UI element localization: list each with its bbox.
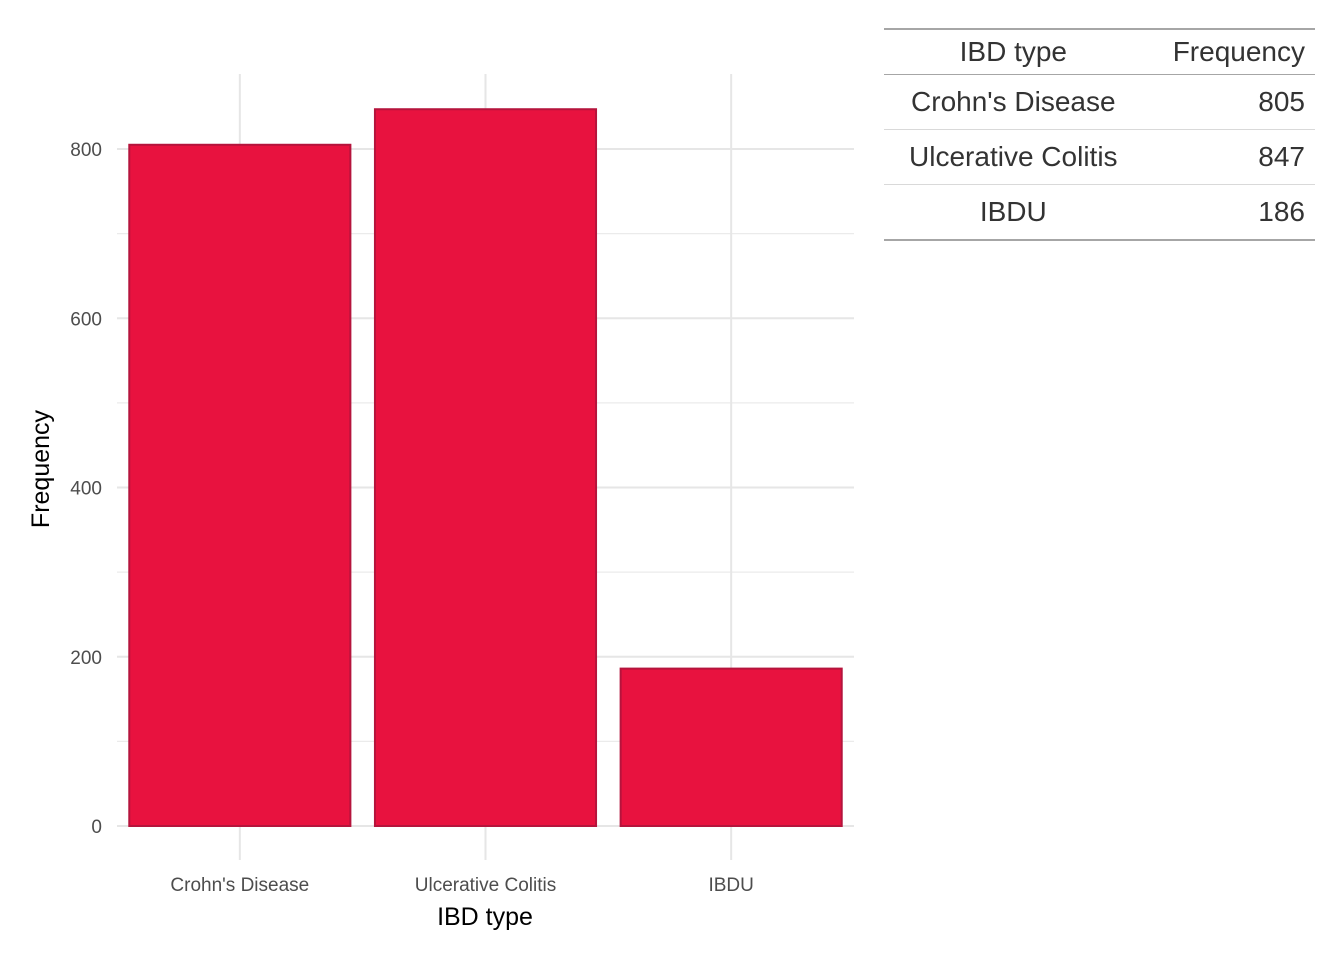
table-cell-type: IBDU: [979, 196, 1047, 227]
table-cell-type: Ulcerative Colitis: [909, 141, 1118, 172]
table-header-row: IBD type Frequency: [884, 29, 1315, 75]
y-tick-label: 600: [70, 309, 102, 330]
summary-table: IBD type Frequency Crohn's Disease 805 U…: [884, 28, 1315, 241]
y-tick-label: 200: [70, 648, 102, 669]
y-axis-title: Frequency: [27, 409, 55, 528]
table-cell-type: Crohn's Disease: [911, 86, 1116, 117]
table-row: Crohn's Disease 805: [884, 75, 1315, 130]
table-cell-frequency: 186: [1258, 196, 1305, 227]
table-header-frequency: Frequency: [1172, 36, 1305, 67]
table-cell-frequency: 847: [1258, 141, 1305, 172]
y-tick-label: 0: [91, 817, 102, 838]
x-tick-label: Ulcerative Colitis: [415, 875, 556, 896]
y-tick-label: 800: [70, 140, 102, 161]
x-tick-label: Crohn's Disease: [170, 875, 309, 896]
bar: [619, 667, 843, 827]
bar: [128, 143, 352, 828]
x-axis-ticks: Crohn's Disease Ulcerative Colitis IBDU: [170, 875, 753, 896]
y-axis-ticks: 0 200 400 600 800: [70, 140, 102, 838]
y-tick-label: 400: [70, 479, 102, 500]
table-header-type: IBD type: [959, 36, 1067, 67]
bar-chart: 0 200 400 600 800 Crohn's Disease Ulcerative …: [27, 74, 854, 931]
x-tick-label: IBDU: [708, 875, 753, 896]
x-axis-title: IBD type: [437, 903, 533, 931]
table-cell-frequency: 805: [1258, 86, 1305, 117]
bars: [128, 108, 843, 828]
table-row: Ulcerative Colitis 847: [884, 130, 1315, 185]
table-row: IBDU 186: [884, 185, 1315, 240]
bar: [373, 108, 598, 827]
